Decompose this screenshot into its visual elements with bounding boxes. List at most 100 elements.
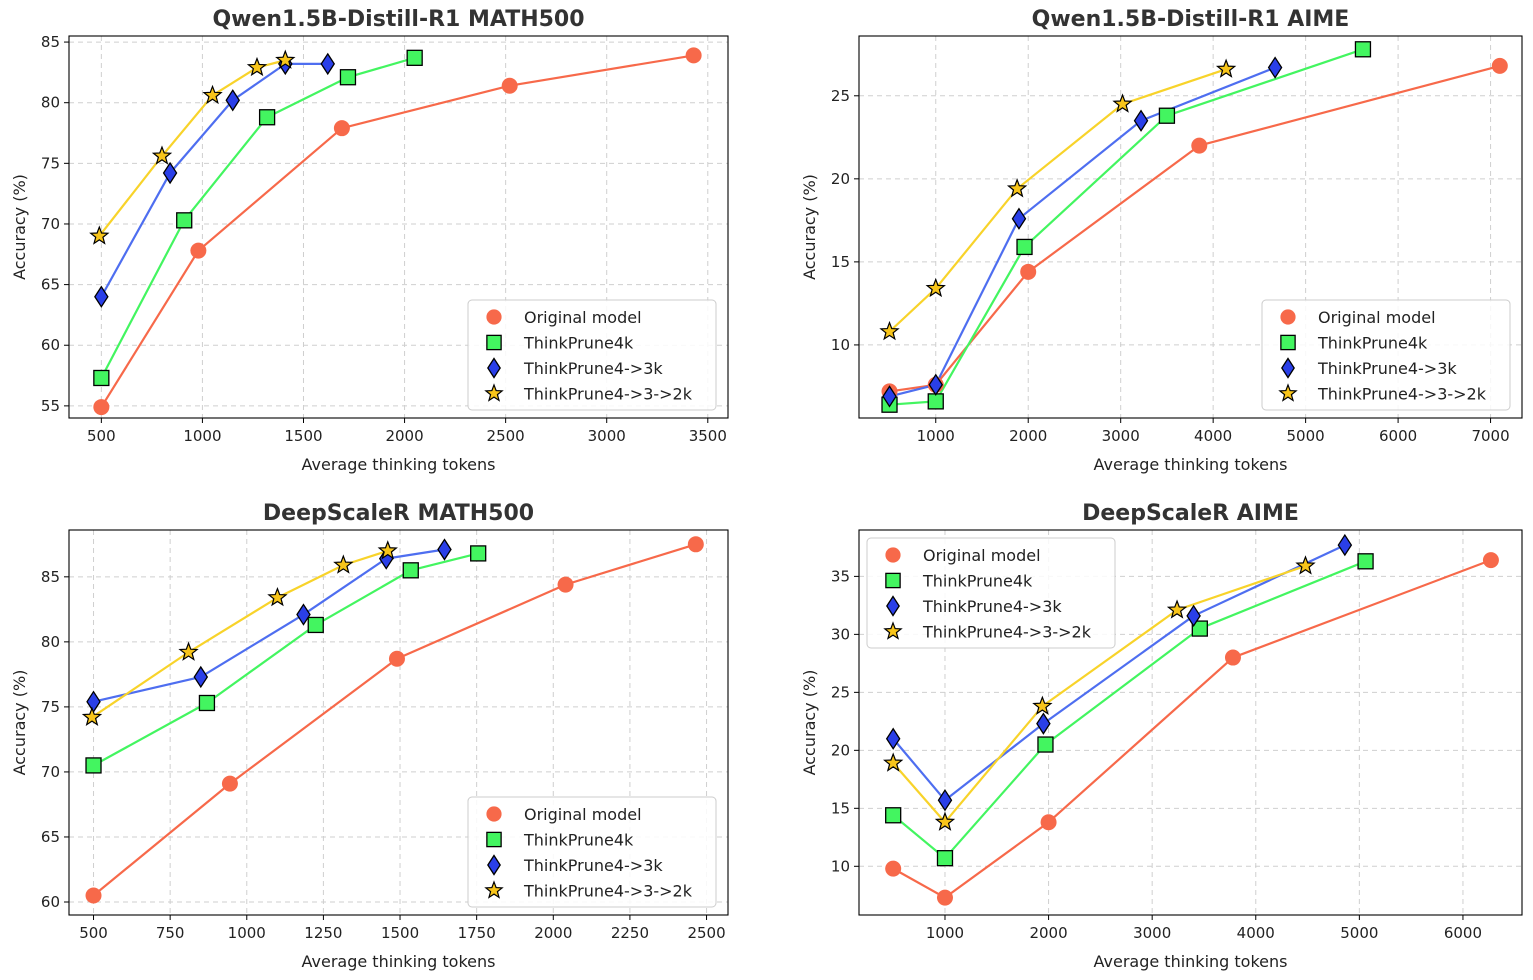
- legend-marker-square: [486, 831, 502, 848]
- data-point-star: [246, 56, 268, 77]
- panel-3: 500 750 1000 1250 1500 1750 2000 2250 2500 60 65 70…: [10, 501, 729, 971]
- y-axis-label: Accuracy (%): [10, 174, 29, 280]
- chart-title: Qwen1.5B-Distill-R1 AIME: [1032, 7, 1350, 32]
- x-tick-label: 1500: [381, 924, 419, 942]
- y-tick-label: 20: [831, 741, 850, 759]
- y-tick-label: 80: [41, 633, 60, 651]
- x-tick-label: 750: [156, 924, 185, 942]
- data-point-circle: [685, 47, 702, 64]
- x-tick-label: 1250: [304, 924, 342, 942]
- x-tick-label: 4000: [1237, 924, 1275, 942]
- x-tick-label: 3500: [689, 427, 727, 445]
- legend-marker-star: [1278, 383, 1298, 402]
- data-point-square: [1158, 107, 1176, 124]
- data-point-diamond: [193, 665, 209, 689]
- legend-box: [467, 299, 717, 411]
- data-point-square: [1357, 553, 1374, 570]
- data-point-square: [470, 545, 487, 562]
- x-tick-label: 500: [79, 924, 108, 942]
- y-tick-label: 15: [831, 253, 850, 271]
- legend: Original model ThinkPrune4k ThinkPrune4->3…: [467, 796, 717, 908]
- data-point-diamond: [1186, 604, 1201, 628]
- data-point-star: [377, 540, 398, 560]
- legend-label: Original model: [1318, 308, 1436, 327]
- data-point-diamond: [296, 603, 311, 626]
- data-point-diamond: [928, 373, 944, 396]
- legend-marker-circle: [486, 806, 502, 822]
- data-point-circle: [190, 242, 207, 259]
- data-point-star: [925, 277, 946, 298]
- y-axis-label: Accuracy (%): [10, 670, 29, 776]
- data-point-circle: [1020, 263, 1037, 280]
- legend-marker-circle: [486, 309, 502, 325]
- plot-frame: [68, 35, 729, 419]
- data-point-star: [1112, 93, 1133, 113]
- panel-1: 500 1000 1500 2000 2500 3000 3500 55 60 65 70 75 80 8…: [10, 7, 729, 474]
- y-tick-label: 70: [41, 215, 60, 233]
- data-point-star: [879, 320, 900, 341]
- x-tick-label: 1000: [917, 427, 955, 445]
- data-point-circle: [333, 120, 350, 137]
- data-point-diamond: [1036, 712, 1051, 735]
- data-point-star: [202, 84, 223, 105]
- data-point-star: [333, 554, 354, 574]
- x-axis-label: Average thinking tokens: [302, 952, 496, 971]
- legend-label: Original model: [524, 308, 642, 327]
- data-point-star: [267, 586, 288, 607]
- y-tick-label: 60: [41, 336, 60, 354]
- data-point-star: [275, 49, 296, 69]
- legend-marker-star: [883, 621, 903, 640]
- panel-4: 1000 2000 3000 4000 5000 6000 10 15 20 25 30 35 Deep…: [800, 501, 1523, 971]
- y-tick-label: 55: [41, 397, 60, 415]
- y-tick-label: 10: [831, 336, 850, 354]
- data-point-circle: [557, 576, 574, 593]
- legend-marker-circle: [885, 547, 901, 563]
- x-tick-label: 1000: [183, 427, 221, 445]
- x-axis-label: Average thinking tokens: [302, 455, 496, 474]
- x-tick-label: 7000: [1471, 427, 1509, 445]
- x-tick-label: 4000: [1194, 427, 1232, 445]
- data-point-star: [1006, 178, 1028, 198]
- y-tick-label: 10: [831, 857, 850, 875]
- data-point-diamond: [86, 690, 101, 713]
- y-tick-label: 25: [831, 87, 850, 105]
- data-point-diamond: [937, 789, 953, 812]
- y-tick-label: 20: [831, 170, 850, 188]
- legend-marker-diamond: [487, 357, 501, 379]
- y-tick-label: 65: [41, 828, 60, 846]
- data-point-circle: [501, 77, 518, 94]
- data-point-square: [339, 69, 357, 86]
- legend-box: [1261, 299, 1511, 411]
- data-point-diamond: [225, 89, 241, 112]
- data-point-star: [89, 225, 110, 245]
- data-point-diamond: [94, 285, 109, 308]
- x-axis-label: Average thinking tokens: [1094, 455, 1288, 474]
- legend-label: ThinkPrune4->3->2k: [523, 882, 693, 901]
- x-tick-label: 2250: [611, 924, 649, 942]
- x-tick-label: 500: [87, 427, 116, 445]
- data-point-diamond: [437, 538, 452, 561]
- data-point-square: [406, 49, 423, 66]
- data-point-square: [93, 369, 110, 387]
- data-point-star: [1295, 555, 1316, 575]
- data-point-circle: [93, 399, 110, 416]
- data-point-diamond: [882, 385, 897, 408]
- data-point-circle: [1482, 552, 1499, 569]
- data-point-diamond: [1133, 109, 1149, 132]
- data-point-diamond: [1011, 207, 1027, 230]
- y-tick-label: 15: [831, 799, 850, 817]
- data-point-star: [883, 752, 904, 772]
- legend-label: ThinkPrune4k: [922, 572, 1033, 591]
- data-point-star: [934, 811, 956, 831]
- legend-label: ThinkPrune4->3->2k: [1317, 385, 1487, 404]
- x-tick-label: 2500: [687, 924, 725, 942]
- legend-marker-star: [484, 383, 504, 402]
- legend-marker-star: [484, 880, 504, 899]
- x-tick-label: 2000: [385, 427, 423, 445]
- legend-label: ThinkPrune4->3->2k: [523, 385, 693, 404]
- x-tick-label: 1000: [228, 924, 266, 942]
- panel-2: 1000 2000 3000 4000 5000 6000 7000 10 15 20 25 Qwen…: [800, 7, 1523, 474]
- plot-frame: [858, 35, 1523, 419]
- data-point-square: [1037, 736, 1054, 753]
